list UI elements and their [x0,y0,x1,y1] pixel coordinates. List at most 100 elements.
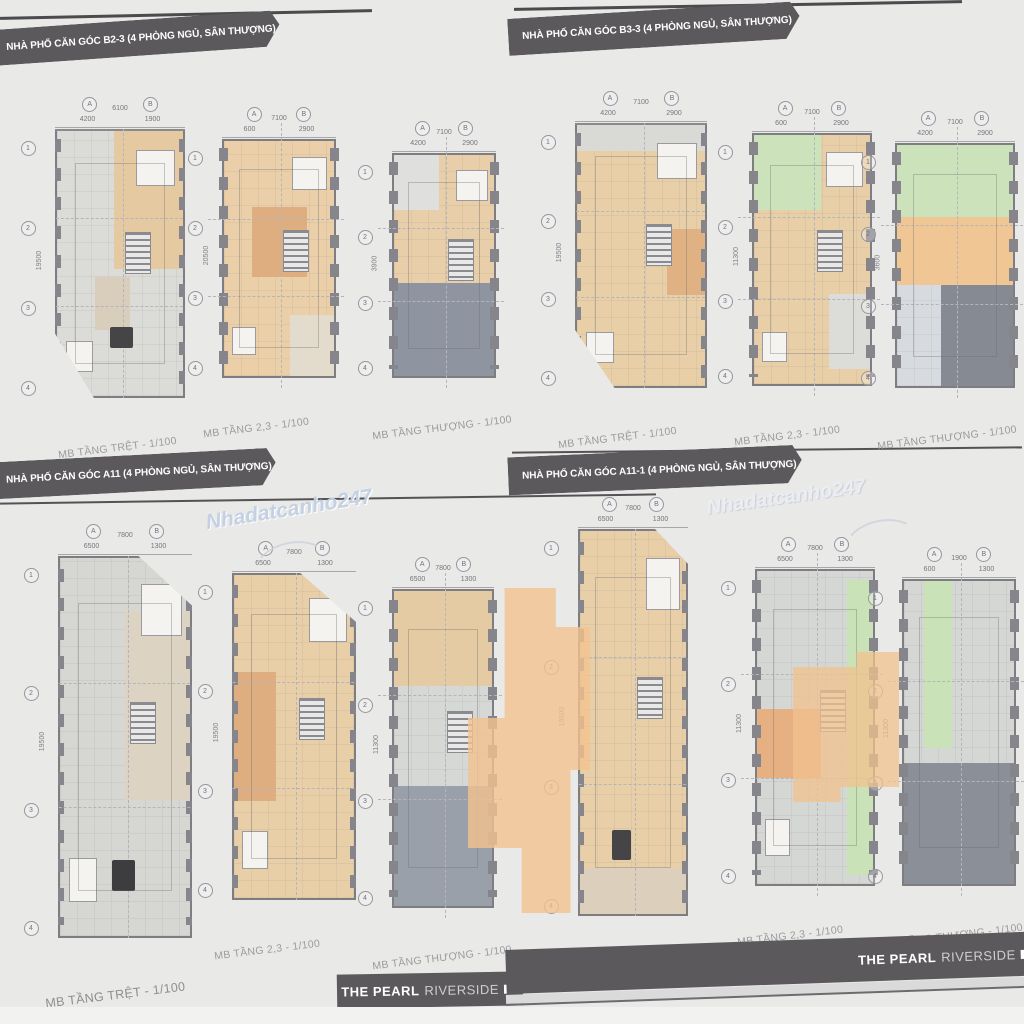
grid-column-bubbles: A B [575,91,707,106]
grid-row-bubbles: 1 2 3 4 [860,155,876,386]
dimension-total: 7100 [271,115,287,122]
grid-row-bubbles: 1 2 3 4 [357,601,373,906]
wall-piers [749,142,758,377]
grid-bubble: 3 [197,783,213,799]
grid-bubble: 4 [717,368,733,384]
brand-square-icon [1020,949,1024,959]
brand-name-bold: THE PEARL [857,949,937,968]
grid-bubble: A [415,121,431,136]
plan-body [881,127,1023,398]
grid-bubble: 1 [23,568,39,583]
furniture [456,170,488,202]
grid-bubble: A [258,541,274,556]
dimension-value: 4200 [917,130,933,137]
wall-piers [682,542,688,903]
grid-bubble: B [831,101,847,116]
grid-bubble: B [976,547,992,562]
grid-axis-line [58,807,192,809]
dimension-value: 2900 [666,110,682,117]
roof-zone [941,284,1013,386]
grid-bubble: 2 [187,221,203,236]
grid-bubble: B [974,111,990,126]
wall-piers [575,132,581,379]
grid-bubble: 1 [540,135,556,150]
grid-bubble: 2 [540,213,556,229]
room-zone [290,314,334,376]
floor-plan-roof: 7100 A B 4200 2900 1 2 3 4 3600 MB TẦNG … [860,111,1023,453]
grid-bubble: A [780,537,796,552]
plan-body [888,563,1024,896]
dimension-total: 7800 [807,545,823,552]
stairs [637,676,664,719]
dimension-total: 7800 [435,565,451,572]
grid-bubble: 4 [540,370,556,386]
grid-row-bubbles: 1 2 3 4 [187,151,203,376]
floor-plan-roof: 7100 A B 4200 2900 1 2 3 4 3900 MB TẦNG … [357,121,513,443]
room-zone [94,276,131,330]
room-zone [666,229,705,295]
room-zone [234,671,276,802]
dimension-line: 600 1300 [902,566,1016,578]
dimension-total: 6100 [112,105,128,112]
grid-column-bubbles: A B [902,547,1016,562]
floor-plan-ground: 7100 A B 4200 2900 1 2 3 4 19500 [540,91,713,451]
dimension-total: 7800 [117,532,133,539]
dimension-value: 1300 [837,556,853,563]
grid-bubble: A [777,101,793,116]
grid-bubble: B [314,541,330,556]
dimension-value-vertical: 20500 [203,246,211,266]
dimension-value: 6500 [83,543,100,550]
grid-bubble: 1 [720,581,736,596]
grid-bubble: 1 [357,601,373,616]
room-zone [394,155,439,211]
grid-bubble: A [602,497,617,512]
dimension-value-vertical: 19500 [36,250,44,271]
grid-bubble: B [834,537,850,552]
grid-bubble: 1 [197,585,213,600]
stairs [816,229,843,272]
dimension-value: 4200 [79,116,96,123]
dimension-value: 1300 [652,516,669,523]
dimension-value: 4200 [410,140,426,147]
plan-caption: MB TẦNG THƯỢNG - 1/100 [372,413,513,443]
dimension-value-vertical: 11300 [735,713,743,733]
dimension-value: 6500 [597,516,614,523]
unit-title: NHÀ PHỐ CĂN GÓC B3-3 (4 PHÒNG NGỦ, SÂN T… [521,14,793,43]
dimension-value: 1300 [978,566,995,573]
grid-column-bubbles: A B [232,541,356,556]
grid-bubble: 3 [23,803,39,819]
dimension-total: 7100 [947,119,963,126]
stairs [448,238,474,281]
grid-bubble: 2 [357,230,373,246]
furniture [292,157,328,190]
unit-title: NHÀ PHỐ CĂN GÓC A11 (4 PHÒNG NGỦ, SÂN TH… [5,460,272,486]
grid-column-bubbles: A B [578,497,688,512]
wall-piers [55,138,61,389]
furniture [826,152,864,187]
roof-zone [904,762,1014,884]
plan-caption: MB TẦNG TRỆT - 1/100 [44,979,186,1011]
dimension-total: 7100 [633,99,649,106]
grid-bubble: 3 [357,794,373,810]
car-symbol [112,860,136,891]
grid-axis-line [961,563,963,896]
dimension-value-vertical: 11300 [372,734,380,754]
dimension-value-vertical: 19500 [213,722,221,742]
roof-edge [55,129,185,131]
grid-bubble: 1 [357,165,373,180]
furniture [141,584,183,636]
wall-piers [350,584,356,889]
dimension-value: 4200 [600,110,616,117]
grid-bubble: 2 [357,697,373,713]
brand-name-bold: THE PEARL [341,982,420,1000]
furniture-dark [611,829,631,861]
plan-body [232,573,356,900]
grid-bubble: 4 [20,381,36,396]
room-zone [251,206,307,278]
grid-bubble: A [602,91,618,106]
wall-piers [330,148,339,369]
grid-bubble: B [649,497,664,512]
furniture [242,831,269,869]
unit-title: NHÀ PHỐ CĂN GÓC A11-1 (4 PHÒNG NGỦ, SÂN … [521,458,797,482]
stairs [298,697,325,740]
